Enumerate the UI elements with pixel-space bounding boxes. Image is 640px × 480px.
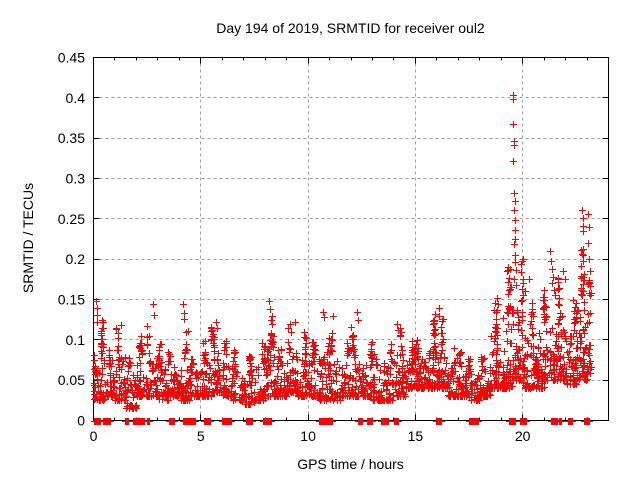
x-tick-label: 10	[300, 428, 316, 444]
y-tick-label: 0.2	[66, 251, 86, 267]
x-tick-label: 20	[515, 428, 531, 444]
y-tick-label: 0.3	[66, 171, 86, 187]
y-tick-label: 0.45	[58, 50, 85, 66]
chart-title: Day 194 of 2019, SRMTID for receiver oul…	[216, 20, 485, 36]
x-axis-title: GPS time / hours	[297, 456, 404, 472]
tick-labels: 0 5 10 15 20 0 0.05 0.1 0.15 0.2 0.25 0.3 0.35 0.4 0.4…	[58, 50, 531, 445]
axis-ticks	[93, 57, 609, 421]
y-tick-label: 0.1	[66, 332, 86, 348]
x-tick-label: 0	[90, 428, 98, 444]
plot-border	[93, 57, 609, 421]
grid-lines	[93, 57, 609, 421]
y-tick-label: 0	[77, 413, 85, 429]
data-points	[91, 92, 595, 425]
y-tick-label: 0.35	[58, 130, 85, 146]
y-tick-label: 0.15	[58, 292, 85, 308]
x-tick-label: 5	[197, 428, 205, 444]
y-axis-title: SRMTID / TECUs	[20, 182, 36, 294]
y-tick-label: 0.05	[58, 372, 85, 388]
y-tick-label: 0.4	[66, 90, 86, 106]
x-tick-label: 15	[408, 428, 424, 444]
y-tick-label: 0.25	[58, 211, 85, 227]
